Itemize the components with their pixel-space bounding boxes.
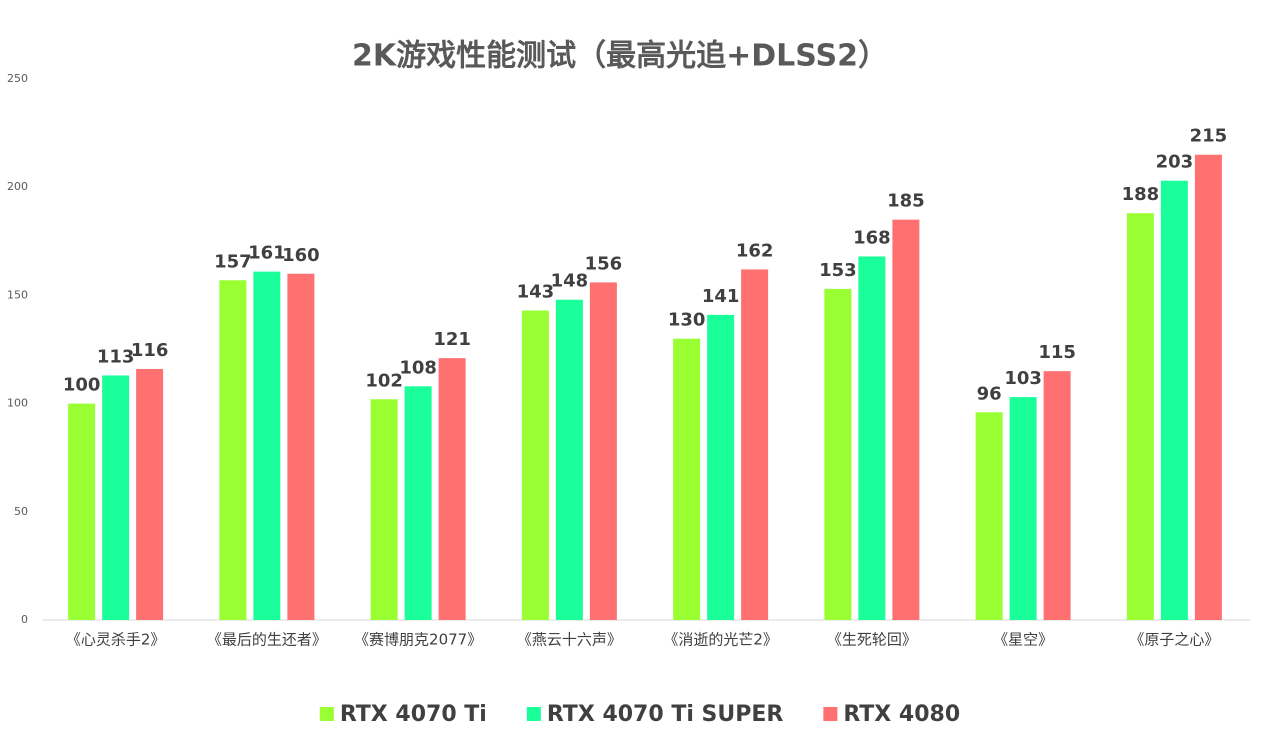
value-label: 153: [819, 260, 857, 281]
legend-label: RTX 4070 Ti SUPER: [547, 702, 784, 727]
x-tick-label: 《赛博朋克2077》: [354, 631, 482, 649]
bar: [824, 288, 852, 620]
bar: [1160, 180, 1188, 620]
bar: [1126, 213, 1154, 620]
y-tick-label: 50: [14, 505, 28, 518]
value-label: 103: [1004, 368, 1042, 389]
y-tick-label: 0: [21, 613, 28, 626]
value-label: 148: [551, 271, 589, 292]
bar: [589, 282, 617, 620]
value-label: 108: [399, 357, 437, 378]
bar: [253, 271, 281, 620]
x-tick-label: 《心灵杀手2》: [66, 631, 166, 649]
value-label: 203: [1156, 152, 1194, 173]
value-label: 102: [365, 370, 403, 391]
bar: [219, 280, 247, 620]
bar: [287, 273, 315, 620]
bar: [1043, 371, 1071, 620]
bar: [438, 358, 466, 620]
bar: [1194, 154, 1222, 621]
value-label: 141: [702, 286, 740, 307]
chart-title: 2K游戏性能测试（最高光追+DLSS2）: [352, 39, 888, 74]
value-label: 115: [1038, 342, 1076, 363]
bar: [892, 219, 920, 620]
bar: [707, 314, 735, 620]
x-tick-label: 《最后的生还者》: [207, 631, 327, 649]
bar: [555, 299, 583, 620]
value-label: 168: [853, 227, 891, 248]
bar: [521, 310, 549, 620]
value-label: 160: [282, 245, 320, 266]
bar: [102, 375, 130, 620]
value-label: 162: [736, 240, 774, 261]
value-label: 113: [97, 346, 135, 367]
value-label: 185: [887, 191, 925, 212]
bar: [673, 338, 701, 620]
value-label: 143: [517, 282, 555, 303]
bar: [136, 368, 164, 620]
y-tick-label: 150: [7, 288, 28, 301]
y-tick-label: 100: [7, 397, 28, 410]
bar: [370, 399, 398, 620]
bar: [68, 403, 96, 620]
legend-label: RTX 4080: [843, 702, 960, 727]
legend-label: RTX 4070 Ti: [340, 702, 487, 727]
value-label: 161: [248, 243, 286, 264]
legend-swatch: [319, 707, 334, 721]
legend-swatch: [526, 707, 541, 721]
value-label: 215: [1190, 126, 1228, 147]
value-label: 96: [977, 383, 1002, 404]
x-tick-label: 《生死轮回》: [827, 631, 917, 649]
bar: [858, 256, 886, 620]
y-tick-label: 200: [7, 180, 28, 193]
value-label: 188: [1122, 184, 1160, 205]
value-label: 157: [214, 251, 252, 272]
value-label: 156: [585, 253, 623, 274]
bar: [1009, 397, 1037, 620]
value-label: 121: [433, 329, 471, 350]
value-label: 116: [131, 340, 169, 361]
x-tick-label: 《燕云十六声》: [517, 631, 622, 649]
legend-swatch: [823, 707, 838, 721]
value-label: 130: [668, 310, 706, 331]
bar: [741, 269, 769, 620]
value-label: 100: [63, 375, 101, 396]
bar: [975, 412, 1003, 620]
x-tick-label: 《原子之心》: [1129, 631, 1219, 649]
y-tick-label: 250: [7, 72, 28, 85]
x-tick-label: 《消逝的光芒2》: [663, 631, 778, 649]
x-tick-label: 《星空》: [993, 631, 1053, 649]
bar: [404, 386, 432, 620]
